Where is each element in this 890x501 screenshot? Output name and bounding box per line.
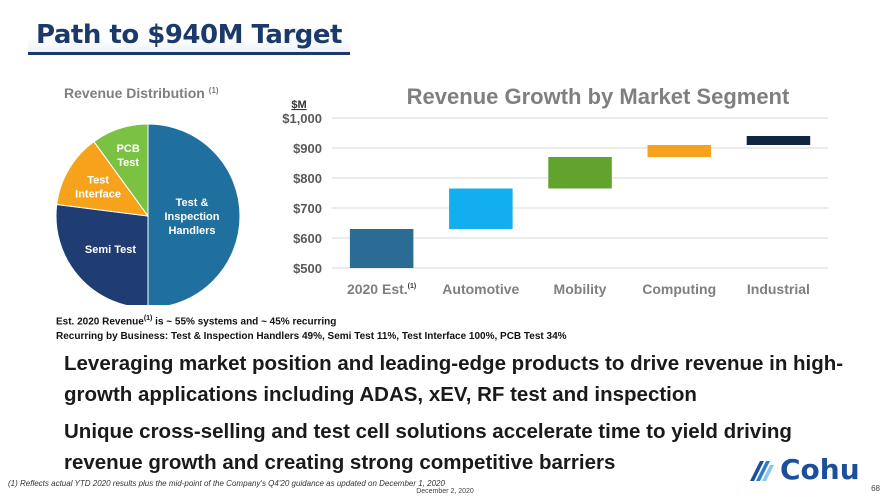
page-title: Path to $940M Target	[28, 20, 350, 55]
pie-label-test-interface: Test Interface	[75, 175, 121, 201]
y-tick-label: $1,000	[282, 111, 322, 126]
y-tick-label: $500	[293, 261, 322, 276]
cohu-logo: Cohu	[748, 453, 860, 486]
pie-label-line: Handlers	[168, 225, 215, 237]
pie-slice-semi-test	[56, 203, 149, 305]
page-number: 68	[871, 484, 880, 493]
x-tick-label: Automotive	[442, 281, 519, 297]
x-tick-label-text: Computing	[642, 281, 716, 297]
x-tick-label-text: 2020 Est.	[347, 281, 408, 297]
revenue-note-superscript: (1)	[143, 315, 153, 322]
x-tick-label-text: Industrial	[747, 281, 810, 297]
bar-automotive	[449, 188, 513, 229]
y-tick-label: $800	[293, 171, 322, 186]
x-tick-label: Computing	[642, 281, 716, 297]
x-tick-label: Mobility	[554, 281, 607, 297]
pie-label-line: Inspection	[164, 211, 219, 223]
footnote: (1) Reflects actual YTD 2020 results plu…	[8, 479, 445, 488]
revenue-growth-bar-chart: Revenue Growth by Market Segment $M $500…	[282, 84, 828, 297]
revenue-note-line-2: Recurring by Business: Test & Inspection…	[56, 331, 567, 343]
pie-label-pcb-test: PCB Test	[117, 143, 140, 169]
y-tick-label: $600	[293, 231, 322, 246]
revenue-note-line-1-post: is ~ 55% systems and ~ 45% recurring	[152, 316, 337, 328]
pie-label-line: Interface	[75, 189, 121, 201]
key-point-1: Leveraging market position and leading-e…	[64, 352, 844, 406]
y-axis-unit-label: $M	[291, 99, 306, 111]
y-tick-label: $700	[293, 201, 322, 216]
pie-label-line: Test	[117, 157, 139, 169]
pie-slices-group: Test & Inspection Handlers Semi Test Test Int…	[56, 123, 241, 305]
pie-label-line: PCB	[117, 143, 140, 155]
slide-date: December 2, 2020	[416, 488, 474, 495]
cohu-logo-mark-icon	[750, 460, 774, 481]
x-tick-label: 2020 Est.(1)	[347, 281, 416, 297]
pie-label-test-inspection-handlers: Test & Inspection Handlers	[164, 197, 219, 237]
pie-slice-test-inspection-handlers	[147, 123, 241, 305]
bars-group	[349, 136, 811, 268]
pie-chart-title: Revenue Distribution (1)	[64, 85, 219, 101]
pie-chart-title-text: Revenue Distribution	[64, 85, 205, 101]
pie-label-line: Test &	[176, 197, 209, 209]
pie-label-line: Semi Test	[85, 244, 136, 256]
x-tick-label: Industrial	[747, 281, 810, 297]
revenue-note-line-1-pre: Est. 2020 Revenue	[56, 316, 144, 328]
bar-2020-est	[349, 229, 414, 268]
pie-slice-test-interface	[56, 140, 150, 217]
x-tick-label-text: Automotive	[442, 281, 519, 297]
revenue-notes: Est. 2020 Revenue(1) is ~ 55% systems an…	[56, 311, 567, 344]
y-tick-labels-group: $500 $600 $700 $800 $900 $1,000	[282, 111, 322, 276]
bar-mobility	[548, 157, 612, 189]
pie-label-semi-test: Semi Test	[85, 244, 136, 256]
key-points: Leveraging market position and leading-e…	[64, 348, 854, 484]
bar-computing	[647, 145, 711, 157]
title-block: Path to $940M Target	[28, 20, 350, 55]
bar-chart-title: Revenue Growth by Market Segment	[407, 84, 790, 109]
x-tick-label-superscript: (1)	[408, 283, 417, 290]
x-tick-label-text: Mobility	[554, 281, 607, 297]
x-tick-labels-group: 2020 Est.(1) Automotive Mobility Computing I…	[347, 281, 810, 297]
key-point-2: Unique cross-selling and test cell solut…	[64, 420, 792, 474]
cohu-logo-text: Cohu	[780, 453, 860, 486]
pie-slice-pcb-test	[93, 123, 149, 218]
pie-chart-title-superscript: (1)	[209, 86, 219, 95]
y-tick-label: $900	[293, 141, 322, 156]
revenue-note-line-1: Est. 2020 Revenue(1) is ~ 55% systems an…	[56, 311, 567, 329]
bar-industrial	[746, 136, 811, 145]
pie-label-line: Test	[87, 175, 109, 187]
revenue-distribution-pie-chart: Revenue Distribution (1) Test & Inspection…	[56, 85, 241, 305]
